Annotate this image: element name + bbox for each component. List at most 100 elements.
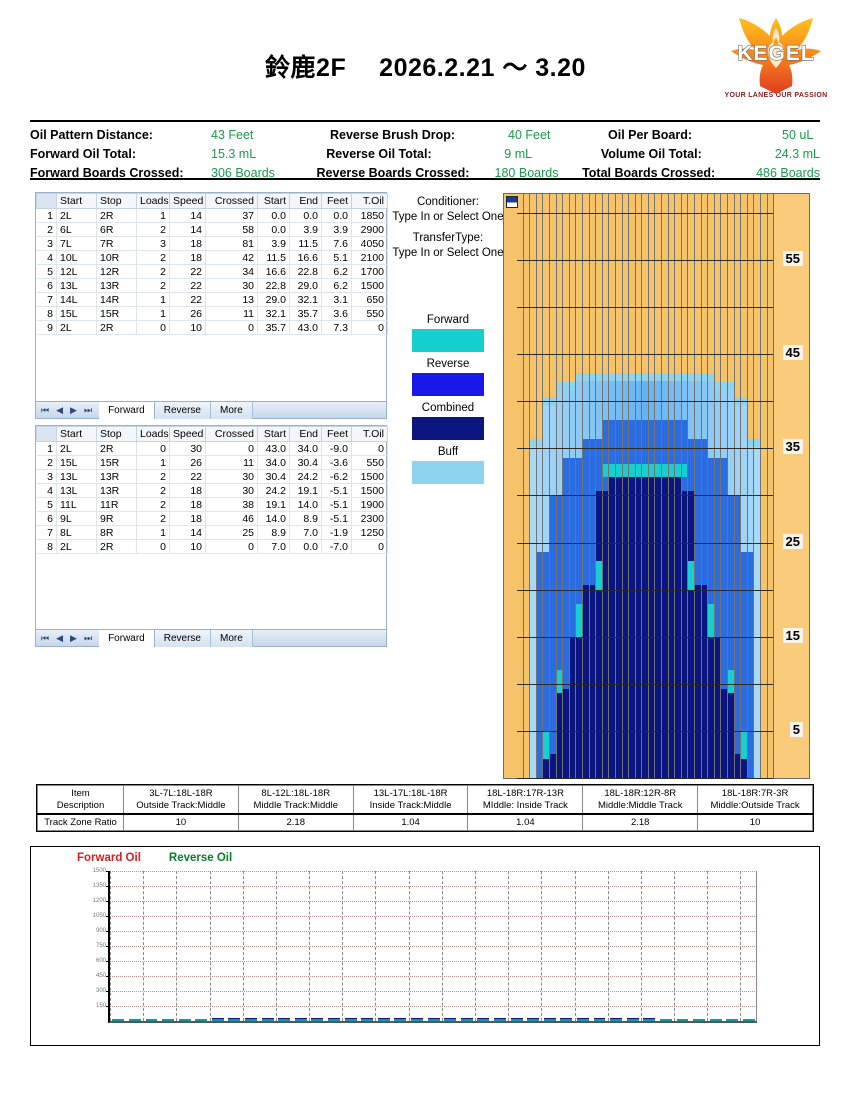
first-record-icon[interactable]: ⏮ — [41, 632, 50, 643]
forward-oil-grid[interactable]: Start Stop Loads Speed Crossed Start End… — [35, 192, 388, 419]
table-row[interactable]: 6 13L 13R 2 22 30 22.8 29.0 6.2 1500 — [36, 278, 388, 293]
cell-value[interactable]: 30 — [205, 278, 258, 293]
cell-stop-board[interactable]: 6R — [96, 222, 137, 237]
cell-value[interactable]: 4050 — [351, 236, 388, 251]
cell-value[interactable]: 2 — [136, 483, 170, 498]
lane-pattern-graphic[interactable]: 55 45 35 25 15 5 — [503, 193, 810, 779]
cell-value[interactable]: 43.0 — [257, 441, 290, 456]
cell-value[interactable]: 18 — [169, 511, 206, 526]
cell-value[interactable]: 2 — [136, 469, 170, 484]
cell-value[interactable]: 37 — [205, 208, 258, 223]
cell-value[interactable]: 30 — [169, 441, 206, 456]
cell-value[interactable]: 26 — [169, 306, 206, 321]
cell-value[interactable]: 2 — [136, 250, 170, 265]
prev-record-icon[interactable]: ◀ — [56, 404, 64, 415]
cell-value[interactable]: 22 — [169, 469, 206, 484]
cell-value[interactable]: 0 — [205, 320, 258, 335]
cell-value[interactable]: 18 — [169, 483, 206, 498]
cell-start-board[interactable]: 10L — [56, 250, 97, 265]
cell-value[interactable]: 0 — [351, 320, 388, 335]
cell-value[interactable]: 34.0 — [289, 441, 322, 456]
cell-value[interactable]: 6.2 — [321, 278, 352, 293]
table-row[interactable]: 4 13L 13R 2 18 30 24.2 19.1 -5.1 1500 — [36, 483, 388, 498]
cell-value[interactable]: 0 — [205, 539, 258, 554]
cell-value[interactable]: -9.0 — [321, 441, 352, 456]
cell-value[interactable]: 16.6 — [289, 250, 322, 265]
cell-start-board[interactable]: 12L — [56, 264, 97, 279]
cell-value[interactable]: 10 — [169, 320, 206, 335]
cell-value[interactable]: 29.0 — [257, 292, 290, 307]
table-row[interactable]: 4 10L 10R 2 18 42 11.5 16.6 5.1 2100 — [36, 250, 388, 265]
cell-start-board[interactable]: 13L — [56, 469, 97, 484]
cell-value[interactable]: 1 — [136, 455, 170, 470]
cell-start-board[interactable]: 2L — [56, 208, 97, 223]
col-feet[interactable]: Feet — [321, 426, 352, 442]
first-record-icon[interactable]: ⏮ — [41, 404, 50, 415]
col-crossed[interactable]: Crossed — [205, 426, 258, 442]
select-all-corner[interactable] — [36, 426, 57, 442]
cell-stop-board[interactable]: 2R — [96, 208, 137, 223]
cell-stop-board[interactable]: 10R — [96, 250, 137, 265]
cell-start-board[interactable]: 11L — [56, 497, 97, 512]
cell-value[interactable]: 0 — [205, 441, 258, 456]
cell-value[interactable]: 19.1 — [289, 483, 322, 498]
cell-value[interactable]: 22 — [169, 292, 206, 307]
cell-value[interactable]: 18 — [169, 497, 206, 512]
cell-value[interactable]: 3.1 — [321, 292, 352, 307]
cell-value[interactable]: 18 — [169, 250, 206, 265]
cell-stop-board[interactable]: 12R — [96, 264, 137, 279]
conditioner-value[interactable]: Type In or Select One — [392, 211, 504, 223]
col-speed[interactable]: Speed — [169, 426, 206, 442]
cell-start-board[interactable]: 13L — [56, 278, 97, 293]
cell-value[interactable]: 0.0 — [321, 208, 352, 223]
table-row[interactable]: 5 11L 11R 2 18 38 19.1 14.0 -5.1 1900 — [36, 497, 388, 512]
cell-value[interactable]: 34.0 — [257, 455, 290, 470]
cell-value[interactable]: 7.0 — [289, 525, 322, 540]
tab-reverse[interactable]: Reverse — [154, 401, 211, 419]
cell-value[interactable]: 35.7 — [257, 320, 290, 335]
cell-stop-board[interactable]: 13R — [96, 278, 137, 293]
cell-value[interactable]: 3.9 — [257, 236, 290, 251]
cell-value[interactable]: 1 — [136, 306, 170, 321]
cell-value[interactable]: 11 — [205, 455, 258, 470]
table-row[interactable]: 3 7L 7R 3 18 81 3.9 11.5 7.6 4050 — [36, 236, 388, 251]
cell-value[interactable]: 22.8 — [289, 264, 322, 279]
last-record-icon[interactable]: ⏭ — [83, 632, 93, 643]
forward-grid-navbar[interactable]: ⏮ ◀ ▶ ⏭ Forward Reverse More — [36, 401, 386, 419]
cell-value[interactable]: 0 — [351, 441, 388, 456]
table-row[interactable]: 2 6L 6R 2 14 58 0.0 3.9 3.9 2900 — [36, 222, 388, 237]
col-end[interactable]: End — [289, 193, 322, 209]
cell-value[interactable]: 43.0 — [289, 320, 322, 335]
cell-value[interactable]: 81 — [205, 236, 258, 251]
cell-value[interactable]: 35.7 — [289, 306, 322, 321]
cell-value[interactable]: 2900 — [351, 222, 388, 237]
cell-value[interactable]: 1700 — [351, 264, 388, 279]
cell-value[interactable]: 7.6 — [321, 236, 352, 251]
cell-start-board[interactable]: 6L — [56, 222, 97, 237]
prev-record-icon[interactable]: ◀ — [56, 632, 64, 643]
cell-value[interactable]: 29.0 — [289, 278, 322, 293]
cell-value[interactable]: 0.0 — [257, 208, 290, 223]
cell-start-board[interactable]: 2L — [56, 539, 97, 554]
cell-stop-board[interactable]: 15R — [96, 306, 137, 321]
cell-value[interactable]: 22 — [169, 278, 206, 293]
cell-value[interactable]: 7.3 — [321, 320, 352, 335]
cell-value[interactable]: 1 — [136, 525, 170, 540]
cell-value[interactable]: 3.9 — [289, 222, 322, 237]
cell-value[interactable]: 0.0 — [289, 208, 322, 223]
col-end[interactable]: End — [289, 426, 322, 442]
cell-value[interactable]: 30 — [205, 469, 258, 484]
cell-value[interactable]: 0.0 — [289, 539, 322, 554]
cell-value[interactable]: -7.0 — [321, 539, 352, 554]
cell-value[interactable]: 14 — [169, 222, 206, 237]
transfertype-value[interactable]: Type In or Select One — [392, 247, 504, 259]
cell-value[interactable]: 2 — [136, 497, 170, 512]
cell-start-board[interactable]: 2L — [56, 441, 97, 456]
cell-value[interactable]: 550 — [351, 455, 388, 470]
cell-value[interactable]: -5.1 — [321, 511, 352, 526]
table-row[interactable]: 8 15L 15R 1 26 11 32.1 35.7 3.6 550 — [36, 306, 388, 321]
cell-start-board[interactable]: 14L — [56, 292, 97, 307]
cell-stop-board[interactable]: 9R — [96, 511, 137, 526]
cell-stop-board[interactable]: 13R — [96, 483, 137, 498]
cell-value[interactable]: 14.0 — [289, 497, 322, 512]
